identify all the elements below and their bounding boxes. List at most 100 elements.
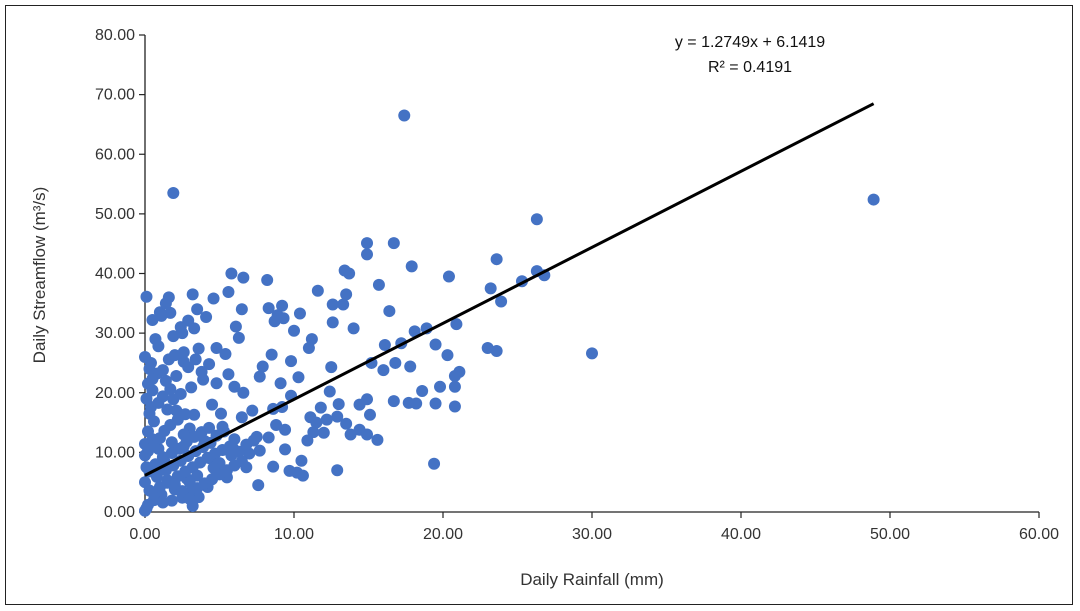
data-point xyxy=(262,302,275,315)
data-point xyxy=(176,485,189,498)
data-point xyxy=(261,274,274,287)
data-point xyxy=(222,368,235,381)
data-point xyxy=(295,454,308,467)
data-point xyxy=(189,353,202,366)
y-tick-label: 70.00 xyxy=(95,87,135,104)
x-tick-label: 40.00 xyxy=(721,526,761,543)
data-point xyxy=(229,320,242,333)
trendline xyxy=(144,102,875,477)
y-tick-label: 50.00 xyxy=(95,206,135,223)
data-point xyxy=(159,297,172,310)
data-point xyxy=(252,479,265,492)
data-point xyxy=(265,348,278,361)
data-point xyxy=(372,278,385,291)
data-point xyxy=(192,491,205,504)
data-point xyxy=(140,461,153,474)
data-point xyxy=(448,400,461,413)
x-tick-label: 10.00 xyxy=(274,526,314,543)
chart-labels: Daily Rainfall (mm) Daily Streamflow (m³… xyxy=(30,34,825,589)
data-point xyxy=(405,260,418,273)
data-point xyxy=(429,338,442,351)
y-tick-label: 80.00 xyxy=(95,27,135,44)
data-point xyxy=(361,428,374,441)
data-point xyxy=(378,339,391,352)
x-tick-label: 60.00 xyxy=(1019,526,1059,543)
data-point xyxy=(247,434,260,447)
data-point xyxy=(484,282,497,295)
data-point xyxy=(314,401,327,414)
data-point xyxy=(302,342,315,355)
data-point xyxy=(206,398,219,411)
data-point xyxy=(235,411,248,424)
data-point xyxy=(267,460,280,473)
data-point xyxy=(268,315,281,328)
data-point xyxy=(279,423,292,436)
y-tick-label: 30.00 xyxy=(95,325,135,342)
data-point xyxy=(337,298,350,311)
data-point xyxy=(246,404,259,417)
data-point xyxy=(416,384,429,397)
data-point xyxy=(363,408,376,421)
data-point xyxy=(253,444,266,457)
data-point xyxy=(332,398,345,411)
data-point xyxy=(344,428,357,441)
data-point xyxy=(197,373,210,386)
data-point xyxy=(256,360,269,373)
data-point xyxy=(174,321,187,334)
data-point xyxy=(235,303,248,316)
data-point xyxy=(232,445,245,458)
data-point xyxy=(139,476,151,489)
data-point xyxy=(168,349,181,362)
data-point xyxy=(340,288,353,301)
data-point xyxy=(317,426,330,439)
axes: 0.00 10.00 20.00 30.00 40.00 50.00 60.00 0.00 10… xyxy=(95,27,1059,543)
y-axis-title: Daily Streamflow (m³/s) xyxy=(30,187,49,364)
data-point xyxy=(301,434,314,447)
data-point xyxy=(448,370,461,383)
y-tick-label: 10.00 xyxy=(95,444,135,461)
data-point xyxy=(389,356,402,369)
data-point xyxy=(225,267,238,280)
data-point xyxy=(155,309,168,322)
data-point xyxy=(867,193,880,206)
data-point xyxy=(146,314,159,327)
data-point xyxy=(185,381,198,394)
data-point xyxy=(442,270,455,283)
data-point xyxy=(276,299,289,312)
data-point xyxy=(296,469,309,482)
data-point xyxy=(326,316,339,329)
data-point xyxy=(232,331,245,344)
data-point xyxy=(371,433,384,446)
data-point xyxy=(387,395,400,408)
data-point xyxy=(340,417,353,430)
data-point xyxy=(586,347,598,360)
data-point xyxy=(165,494,178,507)
data-point xyxy=(434,380,447,393)
data-point xyxy=(285,355,298,368)
data-point xyxy=(139,504,151,517)
data-point xyxy=(326,298,339,311)
data-point xyxy=(203,358,216,371)
data-point xyxy=(353,398,366,411)
data-point xyxy=(147,440,160,453)
data-point xyxy=(207,292,220,305)
data-point xyxy=(161,403,174,416)
x-axis-title: Daily Rainfall (mm) xyxy=(520,570,664,589)
data-point xyxy=(292,371,305,384)
x-tick-label: 0.00 xyxy=(129,526,160,543)
data-point xyxy=(210,342,223,355)
data-point xyxy=(140,290,153,303)
data-point xyxy=(210,377,223,390)
data-point xyxy=(307,426,320,439)
data-point xyxy=(331,410,344,423)
data-point xyxy=(274,377,287,390)
trendline-equation: y = 1.2749x + 6.1419 xyxy=(675,34,825,51)
chart-frame xyxy=(5,5,1073,605)
data-point xyxy=(361,237,374,250)
data-point xyxy=(429,397,442,410)
data-point xyxy=(387,237,400,250)
data-point xyxy=(214,407,227,420)
data-point xyxy=(186,288,199,301)
data-point xyxy=(320,413,333,426)
